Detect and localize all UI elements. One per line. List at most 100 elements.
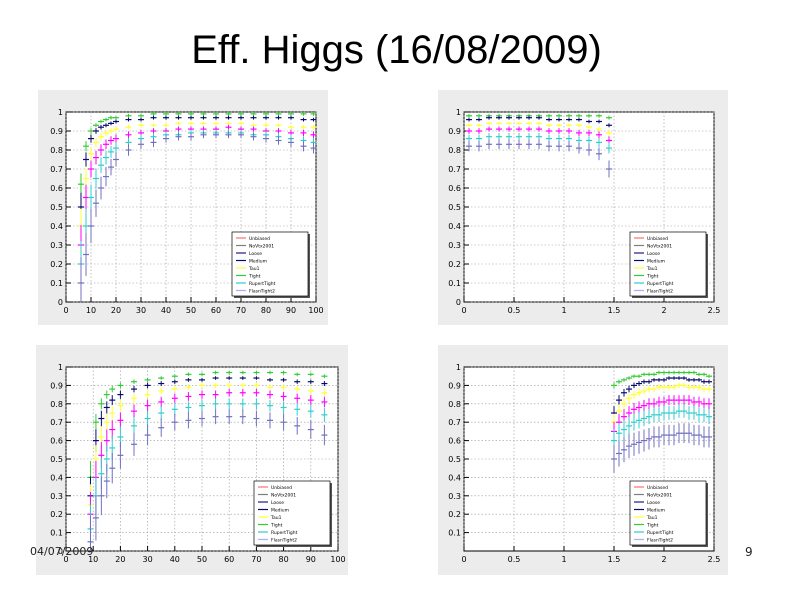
data-point xyxy=(103,463,110,499)
data-point xyxy=(225,131,232,139)
data-point xyxy=(636,388,642,397)
data-point xyxy=(267,390,273,399)
data-point xyxy=(300,124,307,130)
y-tick-label: 0.1 xyxy=(50,529,63,538)
x-tick-label: 20 xyxy=(115,555,125,564)
data-point xyxy=(536,139,542,150)
data-point xyxy=(526,115,532,120)
data-point xyxy=(696,384,702,391)
data-point xyxy=(661,396,667,408)
data-point xyxy=(131,417,137,435)
data-point xyxy=(701,372,707,377)
data-point xyxy=(185,401,192,414)
y-tick-label: 0.4 xyxy=(50,473,63,482)
data-point xyxy=(486,121,492,126)
data-point xyxy=(98,119,104,124)
data-point xyxy=(506,115,512,120)
legend-entry: Loose xyxy=(249,251,262,257)
data-point xyxy=(651,372,657,377)
data-point xyxy=(691,370,697,375)
data-point xyxy=(606,160,612,178)
data-point xyxy=(108,136,114,145)
data-point xyxy=(476,117,482,122)
chart-panel-pt-bottom: 0 10 20 30 40 50 60 70 80 90 100 0 0.1 0.2 0.3 0.4 0.5 0.… xyxy=(36,345,348,575)
legend-entry: Unbiased xyxy=(249,236,270,242)
legend-entry: Tight xyxy=(646,523,659,529)
data-point xyxy=(536,126,542,132)
data-point xyxy=(621,420,627,439)
data-point xyxy=(239,388,246,397)
data-point xyxy=(253,398,260,410)
data-point xyxy=(566,113,572,118)
data-point xyxy=(163,123,169,128)
data-point xyxy=(212,370,219,375)
data-point xyxy=(636,381,642,387)
y-tick-label: 0.8 xyxy=(50,400,63,409)
data-point xyxy=(307,395,314,406)
data-point xyxy=(92,495,99,541)
y-tick-label: 0.7 xyxy=(448,165,461,174)
data-point xyxy=(516,139,522,150)
data-point xyxy=(681,376,687,380)
data-point xyxy=(626,385,632,393)
data-point xyxy=(486,115,492,120)
data-point xyxy=(691,406,697,420)
legend-box xyxy=(231,231,309,297)
data-point xyxy=(671,406,677,420)
y-tick-label: 0.5 xyxy=(448,203,461,212)
y-tick-label: 0.4 xyxy=(50,222,63,231)
data-point xyxy=(103,129,109,137)
data-point xyxy=(556,123,562,128)
data-point xyxy=(212,376,219,380)
data-point xyxy=(681,404,687,418)
x-tick-label: 0.5 xyxy=(508,555,521,564)
data-point xyxy=(109,385,116,393)
data-point xyxy=(486,126,492,132)
data-point xyxy=(83,233,89,276)
data-point xyxy=(163,134,169,143)
data-point xyxy=(113,126,119,132)
data-point xyxy=(536,121,542,126)
data-point xyxy=(171,402,178,416)
data-point xyxy=(88,160,94,178)
data-point xyxy=(496,126,502,132)
data-point xyxy=(98,398,105,410)
y-tick-label: 0.3 xyxy=(50,241,63,250)
data-point xyxy=(586,144,592,156)
y-tick-label: 0.3 xyxy=(50,492,63,501)
data-point xyxy=(150,128,157,134)
x-tick-label: 50 xyxy=(186,306,196,315)
data-point xyxy=(466,113,472,118)
data-point xyxy=(641,429,647,452)
data-point xyxy=(125,131,132,139)
data-point xyxy=(307,420,314,439)
data-point xyxy=(307,404,314,418)
chart-panel-eta-bottom: 0 0.5 1 1.5 2 2.5 0.1 0.2 0.3 0.4 0.5 0.6 0.7 0.8 0.9 1… xyxy=(438,345,728,575)
data-point xyxy=(188,115,194,120)
data-point xyxy=(288,115,294,120)
legend-entry: Tight xyxy=(646,274,659,280)
x-tick-label: 40 xyxy=(170,555,180,564)
data-point xyxy=(88,184,94,211)
data-point xyxy=(131,393,137,403)
data-point xyxy=(621,377,627,382)
data-point xyxy=(596,126,602,132)
data-point xyxy=(171,385,178,393)
data-point xyxy=(98,176,104,200)
x-tick-label: 10 xyxy=(86,306,96,315)
chart-panel-eta-top: 0 0.5 1 1.5 2 2.5 0 0.1 0.2 0.3 0.4 0.5 0.6 0.7 0.8 0.9… xyxy=(438,90,728,325)
data-point xyxy=(225,121,232,126)
data-point xyxy=(103,166,109,187)
data-point xyxy=(103,401,110,414)
data-point xyxy=(646,409,652,425)
data-point xyxy=(486,139,492,150)
data-point xyxy=(671,384,677,391)
legend-entry: Tau1 xyxy=(646,515,658,521)
data-point xyxy=(496,115,502,120)
data-point xyxy=(546,128,552,134)
data-point xyxy=(267,370,273,375)
data-point xyxy=(213,115,219,120)
data-point xyxy=(185,392,192,401)
data-point xyxy=(307,379,314,384)
data-point xyxy=(113,115,119,120)
